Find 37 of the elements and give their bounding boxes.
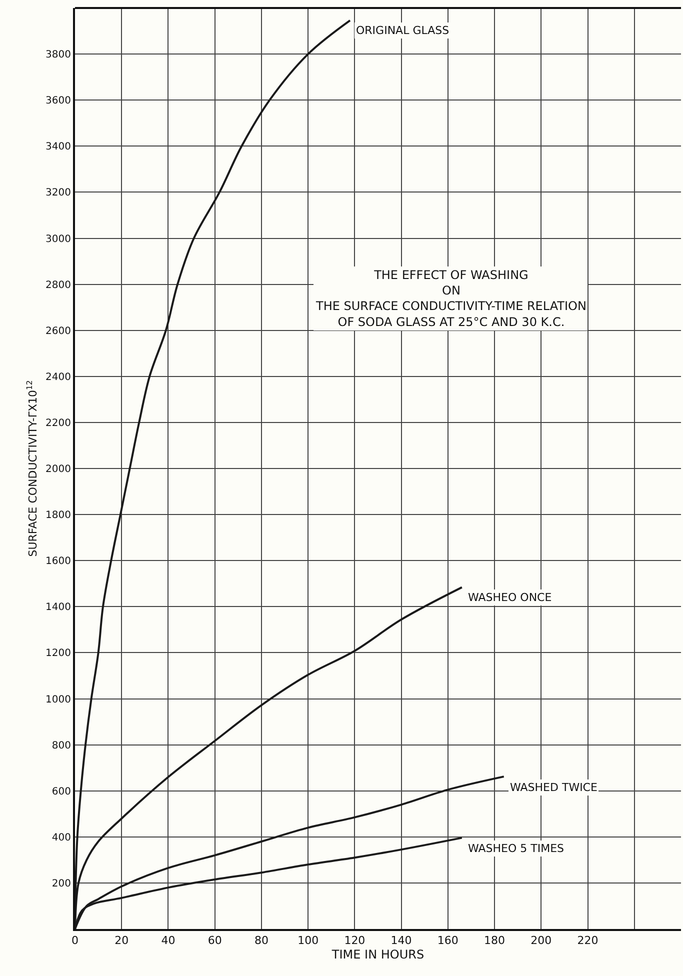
y-tick-label: 1800 xyxy=(46,510,71,522)
y-tick-label: 1600 xyxy=(46,556,71,568)
y-tick-label: 200 xyxy=(52,878,71,890)
y-tick-label: 2000 xyxy=(46,464,71,475)
x-tick-label: 40 xyxy=(161,934,176,948)
x-tick-label: 120 xyxy=(344,934,366,948)
y-tick-label: 3000 xyxy=(46,234,71,245)
y-tick-label: 800 xyxy=(52,740,71,752)
y-tick-label: 2200 xyxy=(46,418,71,429)
x-tick-label: 220 xyxy=(577,934,598,948)
series-label: WASHEO 5 TIMES xyxy=(468,842,564,855)
x-tick-label: 60 xyxy=(208,934,222,948)
x-tick-label: 180 xyxy=(484,934,506,948)
y-tick-label: 3200 xyxy=(46,188,71,199)
y-tick-label: 2800 xyxy=(46,280,71,291)
y-tick-label: 1000 xyxy=(46,694,71,706)
x-tick-label: 200 xyxy=(530,934,552,948)
series-label: WASHED TWICE xyxy=(510,781,598,794)
series-label: WASHEO ONCE xyxy=(468,591,552,604)
x-tick-label: 80 xyxy=(254,934,268,948)
x-tick-label: 20 xyxy=(114,934,129,948)
y-tick-label: 1200 xyxy=(46,648,71,660)
x-tick-label: 140 xyxy=(390,934,412,948)
x-tick-label: 100 xyxy=(298,934,319,948)
y-tick-label: 1400 xyxy=(46,602,71,614)
y-tick-label: 3400 xyxy=(46,142,71,153)
y-tick-label: 2400 xyxy=(46,372,71,383)
y-tick-label: 400 xyxy=(52,832,71,844)
x-axis-title: TIME IN HOURS xyxy=(330,948,424,962)
y-tick-label: 2600 xyxy=(46,326,71,337)
y-tick-label: 3800 xyxy=(46,50,71,61)
series-label: ORIGINAL GLASS xyxy=(356,24,450,37)
y-tick-label: 3600 xyxy=(46,96,71,107)
y-tick-label: 600 xyxy=(52,786,71,798)
x-tick-label: 160 xyxy=(437,934,458,948)
x-tick-label: 0 xyxy=(72,934,78,948)
text: THE EFFECT OF WASHING ON THE SURFACE CONDUCTIVITY-TIME RELATION OF SODA GLASS AT 25°C AND 30 K.C. xyxy=(315,268,586,329)
